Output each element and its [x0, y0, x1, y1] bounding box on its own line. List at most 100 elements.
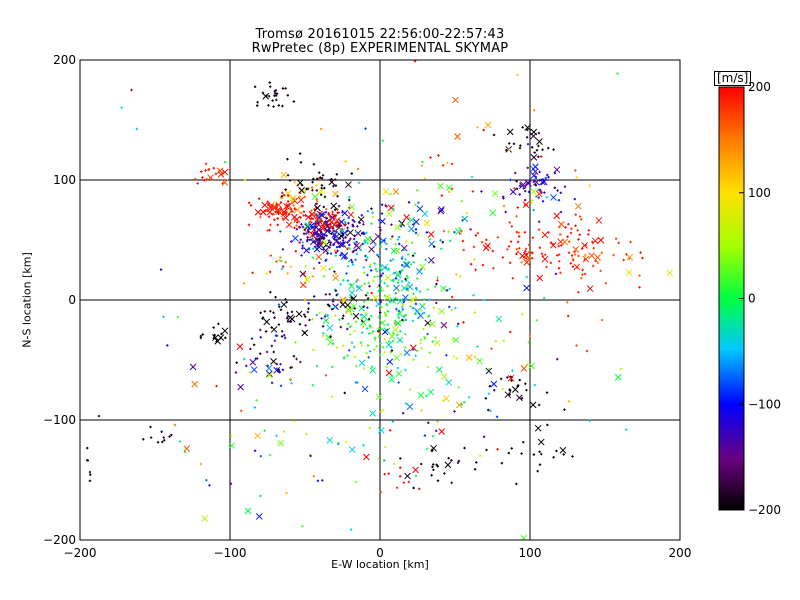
meteor-cross-marker	[429, 320, 436, 328]
meteor-point-marker	[381, 139, 385, 142]
meteor-point-marker	[407, 253, 410, 256]
meteor-cross-marker	[288, 315, 296, 323]
meteor-cross-marker	[266, 370, 273, 378]
meteor-point-marker	[176, 315, 179, 319]
meteor-point-marker	[469, 263, 473, 266]
meteor-point-marker	[427, 421, 430, 425]
meteor-point-marker	[473, 355, 477, 359]
meteor-point-marker	[384, 314, 388, 318]
meteor-point-marker	[361, 231, 365, 234]
meteor-point-marker	[273, 218, 276, 221]
meteor-point-marker	[366, 306, 369, 309]
meteor-point-marker	[300, 254, 303, 257]
meteor-cross-marker	[350, 295, 358, 302]
meteor-point-marker	[566, 301, 569, 304]
meteor-point-marker	[156, 441, 160, 444]
meteor-point-marker	[298, 195, 302, 198]
meteor-cross-marker	[586, 285, 594, 292]
meteor-point-marker	[412, 358, 415, 361]
meteor-point-marker	[488, 385, 492, 388]
meteor-point-marker	[436, 276, 439, 279]
meteor-point-marker	[402, 300, 406, 304]
meteor-cross-marker	[506, 128, 514, 136]
meteor-point-marker	[377, 327, 381, 330]
meteor-point-marker	[531, 199, 534, 202]
meteor-point-marker	[379, 264, 383, 268]
meteor-point-marker	[500, 461, 504, 465]
meteor-point-marker	[355, 381, 359, 384]
meteor-point-marker	[259, 311, 262, 315]
meteor-point-marker	[329, 335, 332, 339]
meteor-point-marker	[358, 285, 361, 288]
meteor-point-marker	[511, 369, 514, 372]
meteor-point-marker	[574, 169, 577, 172]
meteor-point-marker	[409, 263, 413, 266]
meteor-point-marker	[431, 465, 434, 469]
meteor-point-marker	[367, 356, 370, 359]
meteor-point-marker	[378, 311, 382, 314]
meteor-cross-marker	[385, 341, 393, 349]
meteor-point-marker	[305, 276, 309, 279]
meteor-point-marker	[274, 334, 278, 337]
meteor-point-marker	[142, 438, 145, 441]
meteor-cross-marker	[385, 210, 393, 218]
colorbar-ticks: 200 100 0 −100 −200	[739, 80, 781, 517]
meteor-point-marker	[335, 346, 339, 350]
meteor-point-marker	[306, 228, 310, 232]
meteor-point-marker	[532, 180, 535, 183]
meteor-cross-marker	[259, 208, 267, 216]
meteor-point-marker	[470, 175, 474, 179]
meteor-cross-marker	[379, 217, 386, 225]
meteor-point-marker	[302, 272, 306, 275]
meteor-point-marker	[301, 205, 304, 208]
meteor-point-marker	[538, 450, 541, 453]
meteor-point-marker	[332, 243, 335, 247]
meteor-point-marker	[334, 254, 338, 257]
meteor-point-marker	[501, 195, 505, 199]
meteor-point-marker	[234, 371, 238, 374]
meteor-point-marker	[412, 292, 415, 296]
meteor-point-marker	[293, 226, 296, 230]
meteor-point-marker	[353, 355, 357, 359]
meteor-point-marker	[526, 363, 529, 366]
meteor-point-marker	[326, 303, 330, 306]
meteor-point-marker	[511, 277, 515, 280]
meteor-cross-marker	[597, 236, 605, 244]
meteor-cross-marker	[393, 284, 400, 292]
meteor-point-marker	[404, 277, 407, 281]
meteor-point-marker	[400, 280, 404, 283]
meteor-point-marker	[517, 235, 521, 238]
meteor-point-marker	[346, 226, 349, 230]
colorbar-tick-label: 100	[748, 186, 771, 200]
meteor-point-marker	[97, 414, 101, 418]
meteor-point-marker	[403, 314, 407, 317]
meteor-cross-marker	[339, 301, 347, 308]
meteor-point-marker	[537, 220, 541, 223]
meteor-cross-marker	[530, 188, 537, 195]
meteor-cross-marker	[536, 274, 544, 282]
meteor-point-marker	[373, 262, 376, 265]
meteor-point-marker	[205, 178, 209, 181]
meteor-point-marker	[299, 161, 303, 164]
meteor-cross-marker	[285, 221, 293, 229]
meteor-point-marker	[358, 221, 361, 224]
meteor-point-marker	[371, 211, 374, 215]
meteor-point-marker	[323, 315, 327, 318]
meteor-point-marker	[356, 278, 359, 282]
meteor-point-marker	[207, 168, 211, 171]
meteor-point-marker	[326, 249, 330, 252]
meteor-cross-marker	[529, 401, 537, 409]
meteor-point-marker	[518, 193, 521, 196]
meteor-point-marker	[436, 279, 439, 282]
meteor-point-marker	[405, 279, 408, 282]
meteor-point-marker	[161, 440, 164, 444]
meteor-point-marker	[170, 433, 173, 437]
meteor-point-marker	[501, 387, 505, 391]
meteor-point-marker	[405, 287, 409, 290]
meteor-point-marker	[311, 180, 314, 184]
meteor-point-marker	[366, 344, 370, 347]
meteor-point-marker	[300, 223, 303, 226]
meteor-point-marker	[341, 317, 344, 320]
meteor-point-marker	[524, 247, 528, 251]
meteor-point-marker	[334, 289, 338, 292]
